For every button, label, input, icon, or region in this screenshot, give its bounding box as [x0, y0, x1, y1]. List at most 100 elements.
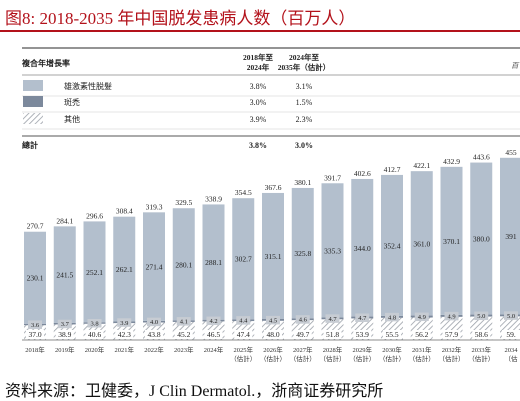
- bar-androgenetic: [53, 226, 76, 323]
- androgenetic-label: 302.7: [235, 255, 252, 264]
- androgenetic-label: 361.0: [413, 239, 430, 248]
- total-label: 354.5: [235, 188, 252, 197]
- table-header-col: 2018年至: [243, 52, 273, 62]
- other-label-bg: [174, 330, 193, 339]
- cagr-2024-2035: 3.1%: [296, 82, 313, 91]
- areata-label: 4.9: [447, 313, 455, 320]
- table-header-label: 複合年增長率: [21, 58, 70, 68]
- x-tick-label: （估計）: [379, 354, 405, 363]
- androgenetic-label: 325.8: [294, 249, 311, 258]
- other-label: 56.2: [415, 330, 428, 339]
- corner-label: 百: [511, 61, 520, 70]
- androgenetic-label: 344.0: [354, 244, 371, 253]
- areata-label-bg: [295, 315, 310, 324]
- other-label-bg: [264, 330, 282, 339]
- other-label-bg: [353, 330, 372, 339]
- x-tick-label: （估計）: [230, 354, 256, 363]
- areata-label-bg: [147, 317, 161, 327]
- other-label: 37.0: [28, 330, 41, 339]
- x-tick-label: （估計）: [260, 354, 286, 363]
- other-label-bg: [204, 330, 223, 339]
- other-label: 51.8: [326, 330, 339, 339]
- androgenetic-label: 370.1: [443, 237, 460, 246]
- bar-androgenetic: [321, 183, 344, 318]
- androgenetic-label: 252.1: [86, 268, 103, 277]
- androgenetic-label: 315.1: [265, 252, 282, 261]
- other-label-bg: [234, 330, 253, 339]
- x-tick-label: 2025年: [234, 345, 254, 354]
- total-label: 284.1: [56, 216, 73, 225]
- figure-title: 图8: 2018-2035 年中国脱发患病人数（百万人）: [5, 9, 356, 28]
- x-tick-label: 2028年: [323, 345, 343, 354]
- x-tick-label: 2018年: [25, 345, 45, 354]
- bar-androgenetic: [143, 212, 165, 321]
- other-label: 48.0: [266, 330, 279, 339]
- x-tick-label: （估: [505, 354, 519, 363]
- other-label-bg: [383, 330, 401, 339]
- other-label: 58.6: [475, 330, 488, 339]
- areata-label: 3.9: [120, 320, 128, 327]
- legend-label: 其他: [64, 114, 80, 124]
- areata-label-bg: [236, 316, 251, 325]
- areata-label: 4.6: [299, 317, 308, 324]
- other-label-bg: [293, 330, 312, 339]
- areata-label-bg: [414, 312, 429, 322]
- x-tick-label: 2020年: [85, 345, 105, 354]
- total-label: 296.6: [86, 211, 103, 220]
- areata-label-bg: [206, 316, 221, 326]
- total-label: 367.6: [265, 183, 282, 192]
- androgenetic-label: 271.4: [146, 263, 163, 272]
- bar-androgenetic: [470, 162, 493, 315]
- x-tick-label: 2029年: [353, 345, 373, 354]
- areata-label-bg: [504, 311, 518, 320]
- areata-label-bg: [325, 314, 340, 323]
- bar-androgenetic: [83, 221, 106, 323]
- androgenetic-label: 380.0: [473, 235, 490, 244]
- legend-swatch-2: [23, 113, 43, 124]
- total-label: 總計: [22, 140, 38, 150]
- x-tick-label: （估計）: [468, 354, 494, 363]
- areata-label-bg: [474, 311, 489, 321]
- title-rule: [0, 30, 520, 32]
- legend-swatch-1: [23, 96, 43, 107]
- areata-label: 4.1: [180, 319, 188, 326]
- androgenetic-label: 352.4: [384, 241, 401, 250]
- other-label-bg: [85, 330, 104, 339]
- areata-label: 3.8: [90, 321, 98, 328]
- legend-label: 雄激素性脱髮: [64, 81, 112, 91]
- other-label: 43.8: [147, 330, 160, 339]
- other-label-bg: [115, 330, 134, 339]
- total-cagr-2024-2035: 3.0%: [295, 141, 313, 150]
- total-label: 319.3: [146, 202, 163, 211]
- total-label: 443.6: [473, 153, 490, 162]
- total-label: 455: [505, 148, 517, 157]
- bar-androgenetic: [262, 192, 284, 319]
- other-label: 40.6: [88, 330, 101, 339]
- cagr-2018-2024: 3.9%: [250, 115, 267, 124]
- x-tick-label: 2031年: [412, 345, 432, 354]
- source-note: 资料来源：卫健委，J Clin Dermatol.，浙商证券研究所: [5, 383, 384, 400]
- cagr-2018-2024: 3.0%: [250, 98, 267, 107]
- total-label: 402.6: [354, 169, 371, 178]
- x-tick-label: 2030年: [382, 345, 402, 354]
- legend-label: 斑禿: [64, 97, 80, 107]
- areata-label: 4.4: [239, 318, 248, 325]
- androgenetic-label: 288.1: [205, 258, 222, 267]
- androgenetic-label: 241.5: [56, 271, 73, 280]
- androgenetic-label: 262.1: [116, 265, 133, 274]
- areata-label: 5.0: [477, 313, 485, 320]
- bar-androgenetic: [24, 231, 46, 324]
- bar-androgenetic: [202, 204, 225, 320]
- bar-androgenetic: [440, 166, 463, 315]
- areata-label: 4.7: [358, 315, 367, 322]
- total-label: 380.1: [294, 178, 311, 187]
- x-tick-label: 2019年: [55, 345, 75, 354]
- x-tick-label: （估計）: [320, 354, 346, 363]
- table-header-col: 2035年（估計）: [278, 62, 331, 72]
- x-tick-label: 2026年: [263, 345, 283, 354]
- legend-swatch-0: [23, 80, 43, 91]
- other-label: 46.5: [207, 330, 220, 339]
- cagr-2018-2024: 3.8%: [250, 82, 267, 91]
- areata-label: 3.6: [31, 322, 40, 329]
- cagr-2024-2035: 2.3%: [296, 115, 313, 124]
